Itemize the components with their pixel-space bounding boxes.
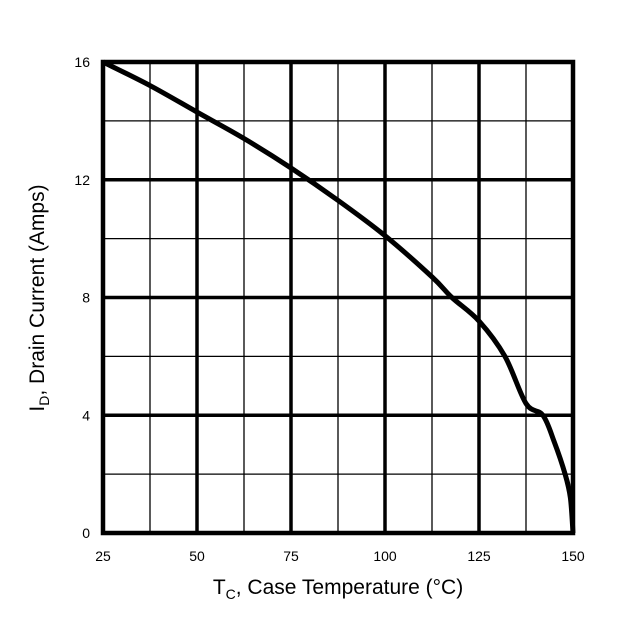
y-tick-label: 12 xyxy=(74,172,90,188)
x-tick-label: 25 xyxy=(95,548,111,564)
y-tick-label: 8 xyxy=(82,290,90,306)
x-tick-label: 150 xyxy=(561,548,585,564)
y-tick-label: 16 xyxy=(74,54,90,70)
x-axis-label: TC, Case Temperature (°C) xyxy=(213,576,463,602)
y-axis-label: ID, Drain Current (Amps) xyxy=(26,184,52,411)
x-tick-labels: 25 50 75 100 125 150 xyxy=(95,548,585,564)
plot-frame xyxy=(100,59,576,536)
x-tick-label: 100 xyxy=(373,548,397,564)
y-tick-label: 4 xyxy=(82,407,90,423)
x-tick-label: 50 xyxy=(189,548,205,564)
x-tick-label: 125 xyxy=(467,548,491,564)
y-tick-label: 0 xyxy=(82,525,90,541)
x-tick-label: 75 xyxy=(283,548,299,564)
series-line xyxy=(101,59,576,534)
y-tick-labels: 0 4 8 12 16 xyxy=(74,54,90,541)
grid xyxy=(103,62,573,533)
